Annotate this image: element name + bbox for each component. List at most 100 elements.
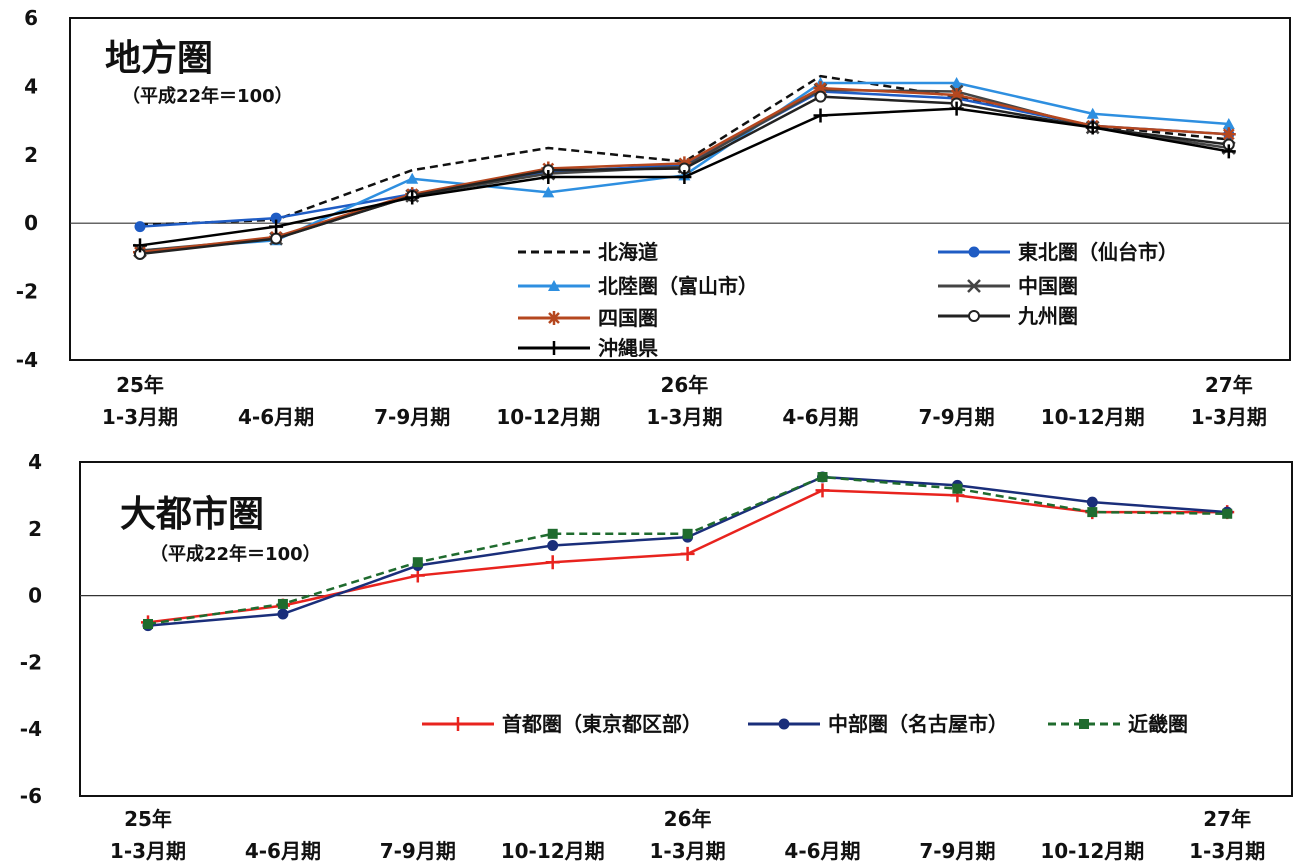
legend-label: 近畿圏 [1128,712,1188,736]
x-year-label: 27年 [1205,373,1253,397]
x-period-label: 4-6月期 [784,839,860,863]
legend-label: 中部圏（名古屋市） [828,712,1008,736]
chart-subtitle: （平成22年＝100） [122,85,293,107]
x-period-label: 10-12月期 [496,405,600,429]
series-1 [139,74,1229,227]
y-tick-label: -2 [16,280,38,304]
data-point [815,483,830,498]
data-point [813,81,828,96]
x-period-label: 7-9月期 [374,405,450,429]
plot-frame [69,17,1291,361]
data-point [133,238,147,253]
chart-subtitle: （平成22年＝100） [150,543,321,565]
y-tick-label: 2 [24,143,38,167]
data-point [1085,120,1100,135]
legend-marker [451,717,465,731]
x-period-label: 1-3月期 [646,405,722,429]
x-period-label: 4-6月期 [238,405,314,429]
series-3 [143,472,1233,629]
data-point [949,87,964,102]
legend-entry: 東北圏（仙台市） [938,240,1178,264]
legend-entry: 首都圏（東京都区部） [422,712,702,736]
legend-label: 中国圏 [1018,274,1078,298]
legend-entry: 中国圏 [938,274,1078,298]
x-period-label: 7-9月期 [380,839,456,863]
legend-entry: 沖縄県 [518,336,658,360]
legend-label: 北海道 [598,240,658,264]
data-point [1221,127,1236,142]
legend-label: 東北圏（仙台市） [1018,240,1178,264]
x-period-label: 10-12月期 [1040,839,1144,863]
plot-frame [79,461,1293,797]
data-point [949,101,964,116]
legend-marker [1079,719,1089,729]
metro-chart: -6 -4 -2 0 2 4 25年 1-3月期 4-6月期 7-9月期 10-12月期 26年 1-3… [20,450,1293,863]
data-point [542,186,555,198]
data-point [545,555,560,570]
x-period-label: 10-12月期 [501,839,605,863]
series-line [139,74,1229,227]
data-point [547,528,558,539]
data-point [405,190,420,205]
legend-entry: 中部圏（名古屋市） [748,712,1008,736]
data-point [1222,508,1233,519]
x-period-label: 4-6月期 [782,405,858,429]
x-period-label: 1-3月期 [102,405,178,429]
x-year-label: 25年 [116,373,164,397]
y-tick-label: 2 [28,517,42,541]
data-point [541,170,556,185]
legend-label: 首都圏（東京都区部） [502,712,702,736]
chart-title: 大都市圏 [120,494,264,535]
regional-chart: -4 -2 0 2 4 6 25年 1-3月期 4-6月期 7-9月期 10-12月期 26年 1-3月… [16,6,1291,429]
legend-label: 四国圏 [598,306,658,330]
data-point [1086,107,1099,119]
y-tick-label: 0 [28,584,42,608]
y-tick-label: 4 [28,450,42,474]
data-point [1221,144,1236,159]
data-point [277,608,289,620]
x-year-label: 26年 [664,807,712,831]
x-period-label: 1-3月期 [1191,405,1267,429]
data-point [134,221,146,233]
data-point [1222,118,1235,130]
x-year-label: 27年 [1203,807,1251,831]
data-point [143,618,153,629]
y-tick-label: -4 [16,348,38,372]
data-point [412,557,423,568]
data-point [269,219,284,234]
legend-entry: 北海道 [518,240,658,264]
series-7 [133,101,1236,253]
data-point [682,528,693,539]
data-point [277,598,288,609]
data-point [950,76,963,88]
x-period-label: 7-9月期 [919,839,995,863]
y-tick-label: -4 [20,717,42,741]
data-point [814,90,827,103]
data-point [1087,507,1098,518]
data-point [813,108,828,123]
legend-marker [968,246,980,258]
data-point [270,232,283,245]
x-period-label: 1-3月期 [650,839,726,863]
y-tick-label: 4 [24,74,38,98]
legend-marker [548,280,560,291]
legend-label: 北陸圏（富山市） [598,274,758,298]
data-point [817,472,828,483]
data-point [680,546,695,561]
legend-entry: 四国圏 [518,306,658,330]
data-point [547,540,559,551]
legend-marker [547,311,561,325]
legend-entry: 九州圏 [938,304,1078,328]
data-point [677,170,692,185]
data-point [952,483,963,494]
x-year-label: 26年 [660,373,708,397]
y-tick-label: -6 [20,784,42,808]
legend-marker [778,718,790,730]
data-point [1086,496,1098,508]
legend-label: 沖縄県 [598,336,658,360]
legend-entry: 近畿圏 [1048,712,1188,736]
legend-marker [547,341,561,355]
y-tick-label: -2 [20,650,42,674]
legend-entry: 北陸圏（富山市） [518,274,758,298]
